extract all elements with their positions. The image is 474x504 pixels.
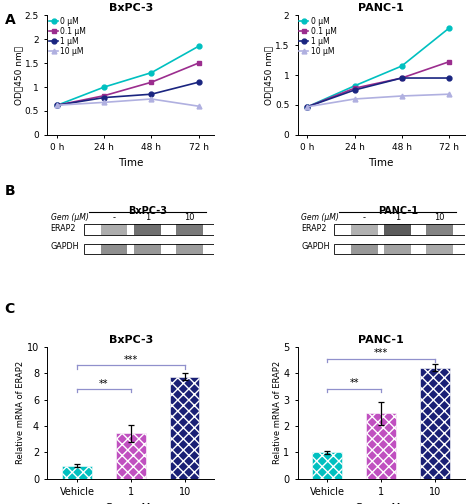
10 μM bbox=[446, 91, 452, 97]
0 μM bbox=[399, 63, 404, 69]
Line: 0 μM: 0 μM bbox=[305, 26, 451, 109]
Y-axis label: OD（450 nm）: OD（450 nm） bbox=[14, 45, 23, 105]
Bar bbox=[420, 367, 450, 479]
1 μM bbox=[399, 75, 404, 81]
Bar bbox=[366, 413, 396, 479]
Text: C: C bbox=[5, 302, 15, 317]
0.1 μM bbox=[148, 79, 154, 85]
Bar bbox=[426, 244, 453, 254]
X-axis label: Gem（μM）: Gem（μM） bbox=[104, 502, 157, 504]
0 μM bbox=[305, 104, 310, 110]
Bar bbox=[384, 224, 411, 235]
Text: GAPDH: GAPDH bbox=[51, 242, 79, 251]
Text: GAPDH: GAPDH bbox=[301, 242, 329, 251]
Line: 0.1 μM: 0.1 μM bbox=[55, 60, 201, 108]
0.1 μM bbox=[101, 93, 107, 99]
Text: ERAP2: ERAP2 bbox=[51, 224, 76, 232]
Title: PANC-1: PANC-1 bbox=[358, 335, 404, 345]
Bar bbox=[84, 224, 218, 235]
1 μM bbox=[148, 91, 154, 97]
Bar bbox=[101, 244, 128, 254]
0 μM bbox=[352, 83, 357, 89]
Bar bbox=[334, 224, 468, 235]
Text: -: - bbox=[363, 213, 366, 222]
0 μM bbox=[446, 25, 452, 31]
Bar bbox=[351, 244, 378, 254]
Bar bbox=[134, 244, 161, 254]
1 μM bbox=[101, 95, 107, 101]
0.1 μM bbox=[352, 85, 357, 91]
1 μM bbox=[55, 102, 60, 108]
Bar bbox=[101, 224, 128, 235]
Text: **: ** bbox=[99, 379, 109, 389]
Text: Gem (μM): Gem (μM) bbox=[51, 213, 89, 222]
Text: ***: *** bbox=[374, 348, 388, 357]
Y-axis label: Relative mRNA of ERAP2: Relative mRNA of ERAP2 bbox=[273, 361, 282, 465]
Text: -: - bbox=[113, 213, 116, 222]
10 μM bbox=[305, 104, 310, 110]
Bar bbox=[334, 244, 468, 254]
Title: PANC-1: PANC-1 bbox=[358, 3, 404, 13]
Title: BxPC-3: BxPC-3 bbox=[109, 3, 153, 13]
1 μM bbox=[352, 87, 357, 93]
Line: 1 μM: 1 μM bbox=[55, 80, 201, 108]
0 μM bbox=[101, 84, 107, 90]
0.1 μM bbox=[446, 59, 452, 65]
Bar bbox=[384, 244, 411, 254]
0.1 μM bbox=[196, 60, 201, 66]
Text: ERAP2: ERAP2 bbox=[301, 224, 327, 232]
Text: A: A bbox=[5, 13, 16, 27]
10 μM bbox=[196, 103, 201, 109]
Text: 1: 1 bbox=[145, 213, 150, 222]
X-axis label: Time: Time bbox=[118, 158, 144, 168]
Y-axis label: Relative mRNA of ERAP2: Relative mRNA of ERAP2 bbox=[17, 361, 26, 465]
10 μM bbox=[399, 93, 404, 99]
10 μM bbox=[101, 99, 107, 105]
0 μM bbox=[196, 43, 201, 49]
Text: Gem (μM): Gem (μM) bbox=[301, 213, 339, 222]
10 μM bbox=[55, 102, 60, 108]
1 μM bbox=[196, 79, 201, 85]
Text: 10: 10 bbox=[184, 213, 194, 222]
Text: 1: 1 bbox=[395, 213, 401, 222]
Line: 0.1 μM: 0.1 μM bbox=[305, 59, 451, 109]
Bar bbox=[176, 224, 202, 235]
X-axis label: Time: Time bbox=[368, 158, 394, 168]
1 μM bbox=[446, 75, 452, 81]
Text: B: B bbox=[5, 184, 15, 198]
10 μM bbox=[352, 96, 357, 102]
Y-axis label: OD（450 nm）: OD（450 nm） bbox=[264, 45, 273, 105]
Line: 10 μM: 10 μM bbox=[55, 97, 201, 108]
Line: 0 μM: 0 μM bbox=[55, 44, 201, 108]
Text: BxPC-3: BxPC-3 bbox=[128, 207, 167, 216]
Bar bbox=[134, 224, 161, 235]
Text: PANC-1: PANC-1 bbox=[378, 207, 418, 216]
Line: 10 μM: 10 μM bbox=[305, 92, 451, 109]
Bar bbox=[116, 433, 146, 479]
Text: 10: 10 bbox=[434, 213, 445, 222]
1 μM bbox=[305, 104, 310, 110]
Bar bbox=[312, 453, 342, 479]
Bar bbox=[84, 244, 218, 254]
Line: 1 μM: 1 μM bbox=[305, 76, 451, 109]
X-axis label: Gem（μM）: Gem（μM） bbox=[355, 502, 408, 504]
Title: BxPC-3: BxPC-3 bbox=[109, 335, 153, 345]
Legend: 0 μM, 0.1 μM, 1 μM, 10 μM: 0 μM, 0.1 μM, 1 μM, 10 μM bbox=[48, 16, 87, 57]
0.1 μM bbox=[399, 75, 404, 81]
Bar bbox=[170, 376, 200, 479]
Bar bbox=[351, 224, 378, 235]
10 μM bbox=[148, 96, 154, 102]
0.1 μM bbox=[55, 102, 60, 108]
Text: **: ** bbox=[349, 378, 359, 388]
0.1 μM bbox=[305, 104, 310, 110]
Text: ***: *** bbox=[124, 355, 138, 365]
0 μM bbox=[148, 70, 154, 76]
Bar bbox=[426, 224, 453, 235]
Legend: 0 μM, 0.1 μM, 1 μM, 10 μM: 0 μM, 0.1 μM, 1 μM, 10 μM bbox=[299, 16, 337, 57]
0 μM bbox=[55, 102, 60, 108]
Bar bbox=[62, 466, 92, 479]
Bar bbox=[176, 244, 202, 254]
